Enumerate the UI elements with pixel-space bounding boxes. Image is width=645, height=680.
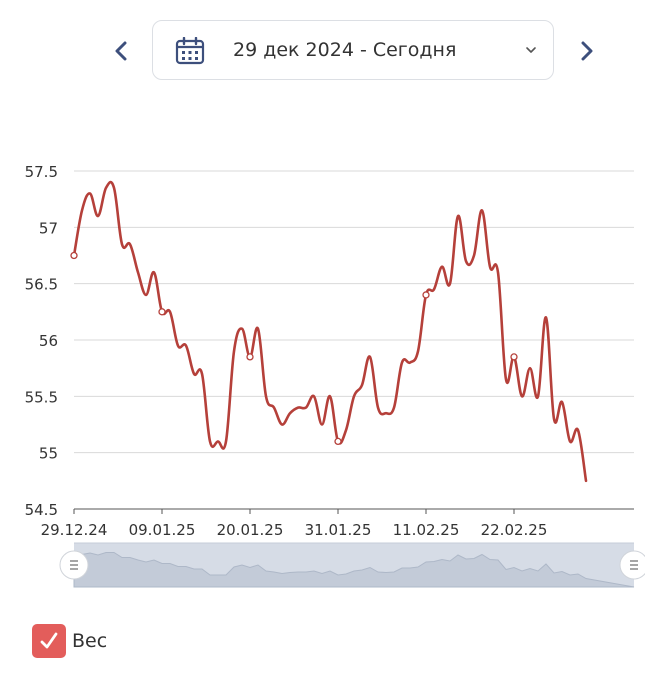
y-tick-label: 57 <box>39 219 58 237</box>
data-point-marker[interactable] <box>70 251 78 260</box>
y-tick-label: 55.5 <box>25 388 58 406</box>
legend-checkbox[interactable] <box>32 624 66 658</box>
data-point-marker[interactable] <box>422 291 430 299</box>
y-tick-label: 57.5 <box>25 163 58 181</box>
navigator-series-area <box>73 552 635 588</box>
x-tick-label: 20.01.25 <box>217 521 284 539</box>
data-point-marker[interactable] <box>510 353 518 361</box>
y-tick-label: 55 <box>39 445 58 463</box>
data-point-marker[interactable] <box>158 308 166 316</box>
weight-line-chart: 57.5 57 56.5 56 55.5 55 54.5 29.12.24 09.01.25 2… <box>25 163 645 588</box>
navigator-handle-left[interactable] <box>59 550 89 580</box>
checkmark-icon <box>40 632 58 649</box>
date-range-selector[interactable]: 29 дек 2024 - Сегодня <box>152 20 554 80</box>
next-period-button[interactable] <box>572 36 602 66</box>
legend-item-weight[interactable]: Вес <box>32 624 107 658</box>
chevron-right-icon <box>581 41 593 61</box>
x-tick-label: 31.01.25 <box>305 521 372 539</box>
navigator-handle-right[interactable] <box>619 550 645 580</box>
y-tick-label: 56.5 <box>25 276 58 294</box>
y-tick-label: 54.5 <box>25 501 58 519</box>
date-range-label: 29 дек 2024 - Сегодня <box>233 39 457 61</box>
data-point-marker[interactable] <box>334 437 342 446</box>
x-tick-label: 22.02.25 <box>481 521 548 539</box>
chevron-down-icon <box>526 47 536 53</box>
x-tick-label: 11.02.25 <box>393 521 460 539</box>
calendar-icon <box>175 37 205 65</box>
x-tick-label: 09.01.25 <box>129 521 196 539</box>
chevron-left-icon <box>115 41 127 61</box>
data-point-marker[interactable] <box>246 353 254 361</box>
previous-period-button[interactable] <box>106 36 136 66</box>
x-tick-label: 29.12.24 <box>41 521 108 539</box>
legend-label: Вес <box>72 630 108 652</box>
y-tick-label: 56 <box>39 332 58 350</box>
